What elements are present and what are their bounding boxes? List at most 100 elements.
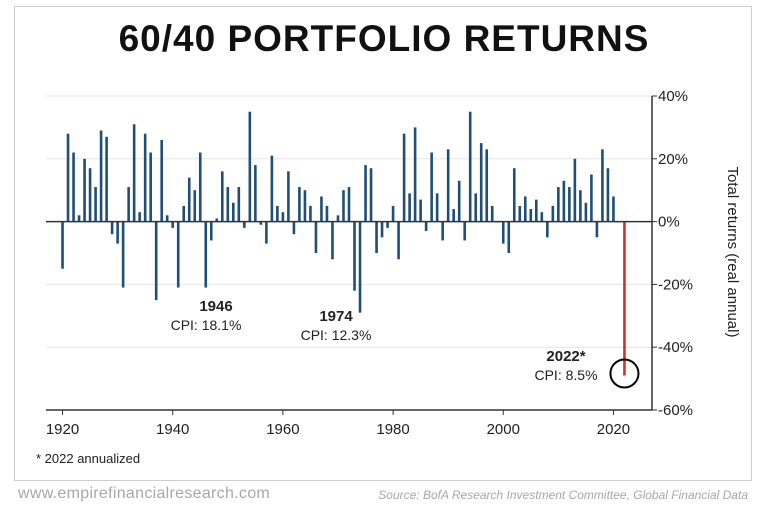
bar xyxy=(408,193,411,222)
bar xyxy=(77,215,81,222)
bar xyxy=(72,152,75,222)
bar xyxy=(232,202,235,222)
footnote: * 2022 annualized xyxy=(36,451,141,466)
bar xyxy=(601,149,604,222)
source-credit: Source: BofA Research Investment Committ… xyxy=(378,488,748,502)
bar xyxy=(298,187,301,222)
bar xyxy=(276,205,279,222)
annotation-2022-cpi: CPI: 8.5% xyxy=(534,367,597,383)
bar xyxy=(105,136,108,222)
bar xyxy=(187,177,191,222)
bar xyxy=(380,221,384,238)
bar xyxy=(281,212,285,222)
y-tick-label: -40% xyxy=(658,339,693,356)
bar xyxy=(83,158,86,222)
bar xyxy=(364,165,367,222)
bar xyxy=(171,221,175,228)
bar xyxy=(557,187,560,222)
bar xyxy=(540,212,544,222)
bar xyxy=(612,196,615,222)
bar xyxy=(325,205,329,222)
annotation-1974-cpi: CPI: 12.3% xyxy=(301,327,372,343)
website-url[interactable]: www.empirefinancialresearch.com xyxy=(18,485,271,502)
x-tick-label: 1920 xyxy=(46,421,79,438)
bar xyxy=(259,221,263,225)
x-tick-label: 2000 xyxy=(487,421,520,438)
bar xyxy=(606,168,610,222)
bar xyxy=(590,174,593,222)
bar xyxy=(331,221,334,260)
bar xyxy=(413,127,417,222)
bar xyxy=(320,196,323,222)
bar xyxy=(501,221,505,244)
bar xyxy=(386,221,389,228)
bar xyxy=(441,221,444,241)
bar xyxy=(353,221,356,291)
bar xyxy=(61,221,64,269)
bar xyxy=(116,221,119,244)
bar xyxy=(193,190,197,222)
y-tick-label: 0% xyxy=(658,214,680,231)
bar xyxy=(303,190,307,222)
bar xyxy=(479,143,483,222)
highlight-circle xyxy=(609,358,640,389)
bar xyxy=(149,152,152,222)
bar xyxy=(138,212,141,222)
bar-series xyxy=(61,111,626,376)
axes xyxy=(46,95,657,415)
y-tick-label: -60% xyxy=(658,402,693,419)
bar xyxy=(457,180,461,222)
bar xyxy=(336,215,340,222)
bar xyxy=(523,196,527,222)
bar xyxy=(215,218,219,222)
bar xyxy=(358,221,362,313)
y-tick-label: 20% xyxy=(658,151,688,168)
bar xyxy=(309,205,312,222)
bar xyxy=(160,139,163,222)
bar xyxy=(165,215,169,222)
annotation-1974-year: 1974 xyxy=(319,308,353,325)
annotation-2022-year: 2022* xyxy=(546,348,585,365)
bar xyxy=(402,133,406,222)
bar xyxy=(66,133,70,222)
bar xyxy=(182,205,186,222)
bar xyxy=(347,187,351,222)
bar xyxy=(419,199,422,222)
x-tick-label: 1960 xyxy=(266,421,299,438)
bar xyxy=(452,209,455,222)
bar xyxy=(204,221,208,288)
bar xyxy=(248,111,252,222)
bar xyxy=(176,221,180,288)
bar xyxy=(446,149,450,222)
bar xyxy=(226,187,230,222)
bar xyxy=(237,187,241,222)
bar xyxy=(474,193,478,222)
bar-highlight xyxy=(623,221,626,376)
bar xyxy=(292,221,296,235)
bar xyxy=(512,168,516,222)
bar xyxy=(535,199,538,222)
y-tick-label: -20% xyxy=(658,276,693,293)
bar xyxy=(127,187,130,222)
bar xyxy=(254,165,257,222)
bar xyxy=(551,205,555,222)
bar xyxy=(265,221,268,244)
grid-lines xyxy=(46,95,652,411)
bar xyxy=(287,171,290,222)
bar xyxy=(463,221,466,241)
bar xyxy=(546,221,549,238)
bar xyxy=(342,190,345,222)
bar xyxy=(424,221,428,232)
annotation-1946-cpi: CPI: 18.1% xyxy=(171,317,242,333)
bar xyxy=(595,221,599,238)
bar xyxy=(143,133,147,222)
bar xyxy=(369,168,373,222)
bar xyxy=(220,171,224,222)
chart-frame xyxy=(14,6,752,481)
bar xyxy=(529,209,533,222)
bar xyxy=(490,205,494,222)
x-tick-label: 2020 xyxy=(597,421,630,438)
bar xyxy=(579,190,582,222)
bar xyxy=(430,152,433,222)
bar xyxy=(562,180,566,222)
